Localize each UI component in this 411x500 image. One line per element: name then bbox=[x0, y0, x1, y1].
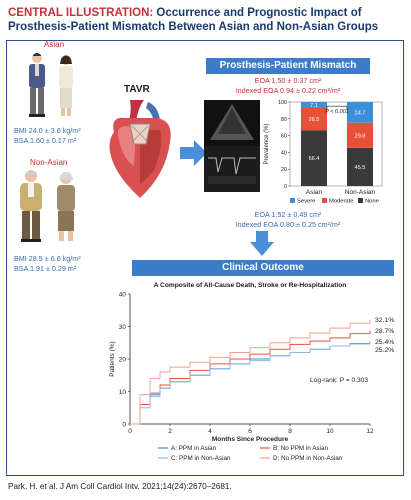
km-end-label: 25.4% bbox=[375, 339, 394, 346]
km-x-tick-label: 8 bbox=[288, 428, 292, 435]
asian-couple-figure bbox=[29, 53, 73, 117]
tavr-label: TAVR bbox=[124, 84, 150, 95]
non-asian-label: Non-Asian bbox=[30, 158, 68, 167]
bar-legend-label: None bbox=[365, 199, 379, 205]
bar-value-label: 26.5 bbox=[309, 117, 320, 123]
bar-value-label: 24.7 bbox=[355, 110, 366, 116]
non-asian-bsa: BSA 1.91 ± 0.29 m² bbox=[14, 264, 77, 273]
eoa-asian: EOA 1.50 ± 0.37 cm² bbox=[254, 76, 322, 85]
bar-y-tick-label: 80 bbox=[281, 117, 287, 123]
km-series-line bbox=[130, 342, 371, 425]
km-end-label: 25.2% bbox=[375, 347, 394, 354]
indexed-eoa-non-asian: Indexed EOA 0.80 ± 0.25 cm²/m² bbox=[235, 220, 341, 229]
bar-plot-area bbox=[289, 101, 383, 187]
ppm-title: Prosthesis-Patient Mismatch bbox=[206, 58, 370, 74]
header-lead: CENTRAL ILLUSTRATION: bbox=[8, 7, 154, 19]
illustration-frame bbox=[6, 40, 404, 476]
km-y-tick-label: 0 bbox=[122, 422, 126, 429]
bar-y-tick-label: 40 bbox=[281, 150, 287, 156]
bar-category-label: Non-Asian bbox=[345, 189, 376, 196]
bar-legend-label: Severe bbox=[297, 199, 315, 205]
bar-value-label: 29.8 bbox=[355, 133, 366, 139]
bar-legend-swatch bbox=[290, 198, 295, 203]
km-series-line bbox=[130, 319, 371, 425]
km-x-axis-label: Months Since Procedure bbox=[212, 436, 289, 443]
km-x-tick-label: 10 bbox=[326, 428, 334, 435]
bar-segment-severe bbox=[301, 102, 327, 108]
bar-segment-moderate bbox=[301, 107, 327, 131]
km-legend-label: C: PPM in Non-Asian bbox=[171, 455, 231, 462]
km-y-tick-label: 10 bbox=[119, 389, 127, 396]
bar-legend-swatch bbox=[322, 198, 327, 203]
indexed-eoa-asian: Indexed EOA 0.94 ± 0.22 cm²/m² bbox=[235, 86, 341, 95]
km-legend-label: A: PPM in Asian bbox=[171, 445, 217, 452]
km-x-tick-label: 2 bbox=[168, 428, 172, 435]
bar-y-tick-label: 60 bbox=[281, 134, 287, 140]
bar-y-tick-label: 100 bbox=[278, 100, 287, 106]
p-value-bracket bbox=[326, 105, 348, 111]
bar-y-axis-label: Prevalence (%) bbox=[264, 123, 270, 164]
bar-segment-moderate bbox=[347, 122, 373, 148]
km-x-tick-label: 0 bbox=[128, 428, 132, 435]
bar-y-tick-label: 20 bbox=[281, 167, 287, 173]
asian-label: Asian bbox=[44, 40, 65, 49]
km-y-tick-label: 20 bbox=[119, 357, 127, 364]
bar-value-label: 66.4 bbox=[309, 156, 320, 162]
citation: Park, H. et al. J Am Coll Cardiol Intv. … bbox=[8, 482, 232, 491]
asian-bsa: BSA 1.60 ± 0.17 m² bbox=[14, 136, 77, 145]
non-asian-couple-figure bbox=[20, 170, 75, 242]
km-legend-label: D: No PPM in Non-Asian bbox=[273, 455, 343, 462]
bar-segment-severe bbox=[347, 102, 373, 123]
km-x-tick-label: 6 bbox=[248, 428, 252, 435]
asian-bmi: BMI 24.0 ± 3.6 kg/m² bbox=[14, 126, 81, 135]
km-y-tick-label: 30 bbox=[119, 324, 127, 331]
bar-y-tick-label: 0 bbox=[284, 184, 287, 190]
log-rank-label: Log-rank: P = 0.303 bbox=[310, 377, 368, 384]
km-chart-title: A Composite of All-Cause Death, Stroke o… bbox=[154, 282, 347, 289]
bar-value-label: 45.5 bbox=[355, 165, 366, 171]
ppm-prevalence-chart: 0 20 40 60 80 100 Prevalence (%) 66.4 26.5 7.1 Asi… bbox=[264, 100, 383, 205]
km-legend-label: B: No PPM in Asian bbox=[273, 445, 328, 452]
km-y-axis-label: Patients (%) bbox=[109, 341, 116, 376]
km-x-tick-label: 4 bbox=[208, 428, 212, 435]
bar-legend-label: Moderate bbox=[329, 199, 354, 205]
echocardiography-image bbox=[204, 100, 260, 192]
bar-segment-none bbox=[347, 147, 373, 186]
header-title: CENTRAL ILLUSTRATION: Occurrence and Pro… bbox=[0, 0, 411, 38]
km-end-label: 28.7% bbox=[375, 328, 394, 335]
km-x-tick-label: 12 bbox=[366, 428, 374, 435]
bar-value-label: 7.1 bbox=[310, 103, 318, 109]
clinical-outcome-title: Clinical Outcome bbox=[132, 260, 394, 276]
arrow-right-icon bbox=[180, 140, 207, 166]
p-value-label: P < 0.001 bbox=[325, 109, 349, 115]
km-series-line bbox=[130, 330, 371, 425]
bar-category-label: Asian bbox=[306, 189, 323, 196]
km-y-tick-label: 40 bbox=[119, 292, 127, 299]
km-outcome-chart: A Composite of All-Cause Death, Stroke o… bbox=[109, 282, 394, 462]
bar-legend-swatch bbox=[358, 198, 363, 203]
bar-segment-none bbox=[301, 130, 327, 186]
km-end-label: 32.1% bbox=[375, 317, 394, 324]
eoa-non-asian: EOA 1.52 ± 0.49 cm² bbox=[254, 210, 322, 219]
header-text: Occurrence and Prognostic Impact of Pros… bbox=[8, 7, 379, 33]
arrow-down-icon bbox=[250, 231, 274, 256]
non-asian-bmi: BMI 28.5 ± 6.6 kg/m² bbox=[14, 254, 81, 263]
heart-illustration bbox=[109, 100, 171, 198]
